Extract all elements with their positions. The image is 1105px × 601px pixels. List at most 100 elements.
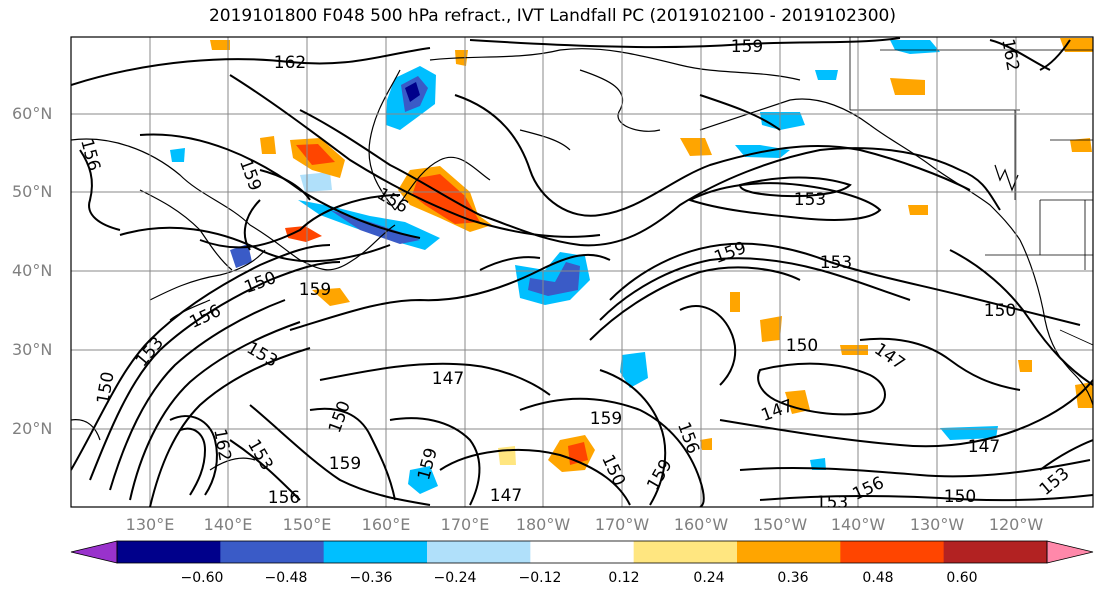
colorbar-max-extension [1046, 540, 1094, 564]
contour-label: 153 [132, 333, 168, 371]
colorbar-tick-label: −0.60 [180, 570, 224, 586]
pos-anomaly-patch [498, 446, 516, 465]
pos-anomaly-patch [260, 136, 276, 154]
lat-label: 40°N [12, 261, 53, 280]
colorbar-segment [530, 541, 635, 563]
colorbar-segment [840, 541, 945, 563]
neg-anomaly-patch [405, 82, 420, 102]
colorbar-tick-label: −0.12 [518, 570, 562, 586]
contour-label: 159 [299, 280, 331, 300]
lon-label: 170°W [594, 515, 650, 534]
contour-label: 159 [235, 156, 265, 193]
pos-anomaly-patch [1075, 382, 1093, 408]
contour-label: 159 [712, 238, 749, 268]
pos-anomaly-patch [890, 78, 925, 95]
map-frame [70, 36, 1094, 508]
contour-label: 162 [997, 37, 1022, 72]
political-borders [849, 37, 1093, 346]
neg-anomaly-patch [170, 148, 185, 162]
lon-label: 130°E [125, 515, 175, 534]
pos-anomaly-patch [908, 205, 928, 215]
colorbar-segment [117, 541, 221, 563]
pos-anomaly-patch [1070, 138, 1092, 152]
pos-anomaly-patch [1018, 360, 1032, 372]
lon-label: 180°W [515, 515, 571, 534]
contour-label: 159 [590, 409, 622, 429]
lat-label: 60°N [12, 104, 53, 123]
neg-anomaly-patch [815, 70, 838, 80]
colorbar [70, 540, 1094, 564]
pos-anomaly-patch [312, 288, 350, 306]
contour-label: 147 [759, 396, 796, 426]
colorbar-segment [943, 541, 1048, 563]
contour-label: 150 [325, 398, 355, 435]
contour-label: 153 [820, 253, 852, 273]
contour-label: 162 [274, 53, 306, 73]
contour-label: 156 [673, 419, 703, 456]
contour-label: 150 [984, 301, 1016, 321]
contour-label: 162 [209, 427, 234, 462]
colorbar-tick-label: −0.36 [349, 570, 393, 586]
colorbar-tick-label: 0.36 [777, 570, 809, 586]
contour-label: 159 [414, 446, 442, 483]
colorbar-frame [116, 540, 1048, 564]
contour-label: 150 [786, 336, 818, 356]
colorbar-segment [633, 541, 738, 563]
colorbar-tick-label: 0.24 [693, 570, 725, 586]
contour-label: 156 [849, 473, 887, 505]
pos-anomaly-patch [210, 40, 230, 50]
contour-label: 150 [944, 487, 976, 507]
neg-anomaly-patch [300, 172, 332, 192]
contour-label: 159 [643, 456, 677, 494]
contour-label: 159 [329, 454, 361, 474]
contour-label: 156 [268, 488, 300, 508]
lat-label: 20°N [12, 419, 53, 438]
colorbar-segment [323, 541, 428, 563]
map-panel: 162 159 156 153 150 147 159 162 156 159 … [71, 37, 1093, 513]
map-title: 2019101800 F048 500 hPa refract., IVT La… [208, 6, 896, 26]
contour-label: 147 [432, 369, 464, 389]
neg-anomaly-patch [760, 112, 805, 130]
contour-label: 147 [968, 437, 1000, 457]
contour-label: 150 [93, 370, 118, 405]
neg-anomaly-patch [330, 210, 420, 244]
pos-anomaly-patch [296, 144, 335, 165]
pos-anomaly-patch [760, 316, 782, 342]
neg-anomaly-patch [408, 466, 438, 494]
colorbar-segment [220, 541, 325, 563]
lat-label: 30°N [12, 340, 53, 359]
neg-anomaly-patch [230, 244, 252, 268]
lon-label: 160°E [361, 515, 411, 534]
colorbar-segment [737, 541, 841, 563]
lon-label: 140°E [203, 515, 253, 534]
contour-label: 153 [794, 190, 826, 210]
lat-label: 50°N [12, 182, 53, 201]
contour-label: 150 [597, 451, 629, 489]
lon-label: 140°W [830, 515, 886, 534]
colorbar-tick-label: −0.24 [433, 570, 477, 586]
contour-label: 159 [731, 37, 763, 57]
contour-label: 147 [870, 339, 908, 374]
contour-label: 147 [490, 486, 522, 506]
lon-label: 130°W [909, 515, 965, 534]
pos-anomaly-patch [700, 438, 712, 450]
neg-anomaly-patch [890, 40, 940, 54]
lon-label: 150°W [752, 515, 808, 534]
colorbar-min-extension [70, 540, 118, 564]
pos-anomaly-patch [730, 292, 740, 312]
colorbar-tick-label: 0.48 [862, 570, 894, 586]
colorbar-segment [427, 541, 531, 563]
neg-anomaly-patch [810, 458, 826, 470]
lon-label: 170°E [440, 515, 490, 534]
contour-label: 153 [816, 493, 848, 513]
lon-label: 150°E [282, 515, 332, 534]
colorbar-tick-label: 0.12 [608, 570, 640, 586]
lon-label: 160°W [673, 515, 729, 534]
pos-anomaly-patch [680, 138, 712, 156]
contour-label: 153 [243, 436, 277, 474]
pos-anomaly-patch [785, 390, 810, 414]
contour-label: 156 [76, 137, 104, 174]
pos-anomaly-patch [285, 226, 322, 242]
colorbar-tick-label: −0.48 [264, 570, 308, 586]
